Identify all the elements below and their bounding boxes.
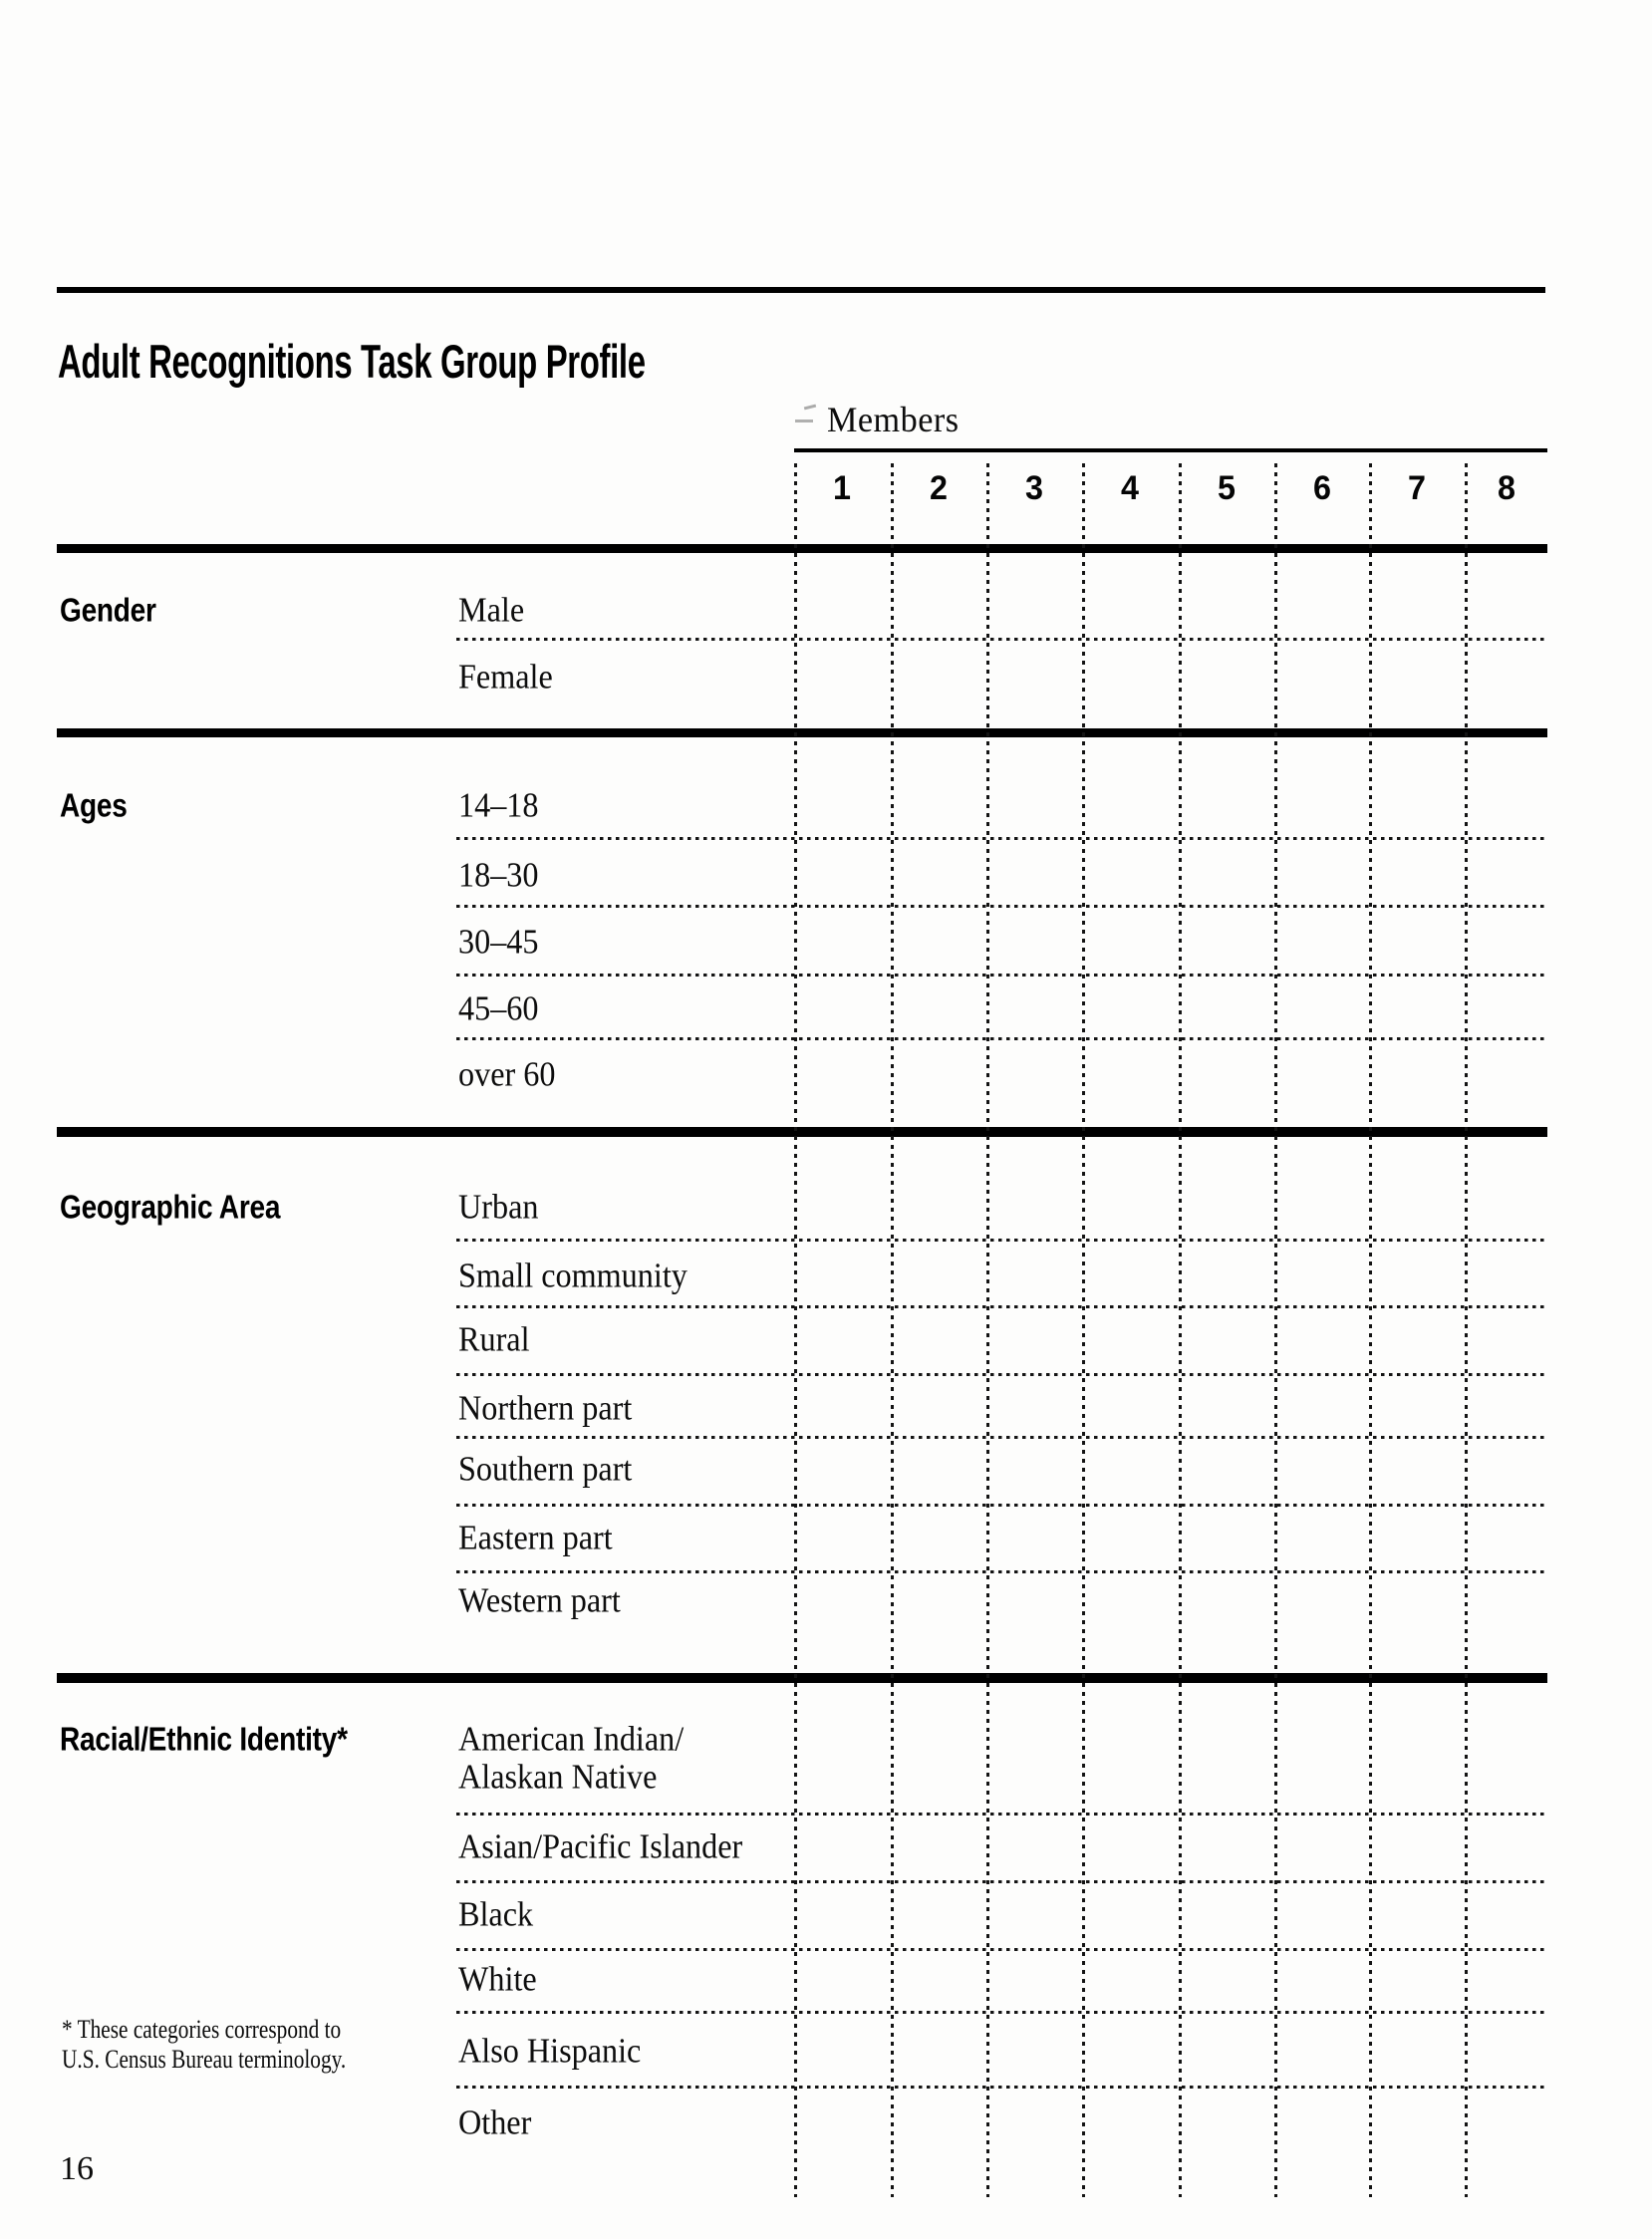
row-divider: [456, 2086, 1547, 2089]
column-divider: [1179, 463, 1182, 2197]
section-label-racial-ethnic-identity: Racial/Ethnic Identity*: [60, 1720, 348, 1758]
row-label-alaskan-native: Alaskan Native: [458, 1757, 658, 1797]
row-divider: [456, 2011, 1547, 2014]
member-column-header-4: 4: [1121, 469, 1139, 507]
row-label-northern-part: Northern part: [458, 1388, 633, 1428]
section-rule-ages-geographic: [57, 1127, 1547, 1137]
footnote: * These categories correspond to U.S. Ce…: [62, 2015, 346, 2075]
footnote-line-2: U.S. Census Bureau terminology.: [62, 2045, 347, 2074]
column-divider: [1369, 463, 1372, 2197]
column-divider: [891, 463, 894, 2197]
members-header-label: Members: [827, 400, 960, 439]
row-divider: [456, 1373, 1547, 1376]
row-divider: [456, 1305, 1547, 1308]
row-label-urban: Urban: [458, 1187, 539, 1227]
section-label-ages: Ages: [60, 786, 128, 824]
member-column-header-7: 7: [1408, 469, 1426, 507]
member-column-header-3: 3: [1025, 469, 1043, 507]
row-label-black: Black: [458, 1894, 534, 1934]
row-label-also-hispanic: Also Hispanic: [458, 2031, 642, 2071]
row-label-18-30: 18–30: [458, 855, 539, 895]
row-divider: [456, 1239, 1547, 1242]
row-label-small-community: Small community: [458, 1256, 688, 1295]
members-header-underline: [794, 448, 1547, 452]
row-label-female: Female: [458, 657, 553, 697]
section-rule-gender-ages: [57, 728, 1547, 737]
row-label-over-60: over 60: [458, 1054, 556, 1094]
row-divider: [456, 1948, 1547, 1951]
footnote-line-1: * These categories correspond to: [62, 2015, 342, 2044]
scan-artifact: [803, 404, 817, 411]
member-column-header-5: 5: [1218, 469, 1236, 507]
row-divider: [456, 1880, 1547, 1883]
column-divider: [986, 463, 989, 2197]
section-label-geographic-area: Geographic Area: [60, 1188, 281, 1226]
column-divider: [1465, 463, 1468, 2197]
row-label-30-45: 30–45: [458, 922, 539, 962]
row-label-western-part: Western part: [458, 1580, 621, 1620]
section-label-gender: Gender: [60, 591, 156, 629]
row-divider: [456, 905, 1547, 908]
member-column-header-8: 8: [1498, 469, 1515, 507]
row-label-45-60: 45–60: [458, 988, 539, 1028]
row-label-southern-part: Southern part: [458, 1449, 633, 1489]
section-rule-header: [57, 544, 1547, 553]
page-title: Adult Recognitions Task Group Profile: [58, 335, 646, 388]
row-label-male: Male: [458, 590, 525, 630]
row-label-white: White: [458, 1959, 537, 1999]
row-divider: [456, 1504, 1547, 1507]
row-divider: [456, 837, 1547, 840]
row-label-asian-pacific-islander: Asian/Pacific Islander: [458, 1826, 743, 1866]
member-column-header-6: 6: [1313, 469, 1331, 507]
column-divider: [1082, 463, 1085, 2197]
row-label-rural: Rural: [458, 1319, 530, 1359]
row-divider: [456, 1436, 1547, 1439]
row-divider: [456, 1037, 1547, 1040]
page-number: 16: [60, 2150, 94, 2187]
row-divider: [456, 1570, 1547, 1573]
row-label-american-indian: American Indian/: [458, 1719, 685, 1759]
row-divider: [456, 638, 1547, 641]
column-divider: [1274, 463, 1277, 2197]
top-rule: [57, 287, 1545, 293]
scan-artifact: [795, 420, 813, 422]
row-label-14-18: 14–18: [458, 785, 539, 825]
row-divider: [456, 974, 1547, 977]
row-label-eastern-part: Eastern part: [458, 1518, 613, 1557]
row-label-other: Other: [458, 2102, 532, 2142]
section-rule-geographic-racial: [57, 1673, 1547, 1683]
column-divider: [794, 463, 797, 2197]
row-divider: [456, 1813, 1547, 1816]
member-column-header-2: 2: [930, 469, 948, 507]
member-column-header-1: 1: [833, 469, 851, 507]
